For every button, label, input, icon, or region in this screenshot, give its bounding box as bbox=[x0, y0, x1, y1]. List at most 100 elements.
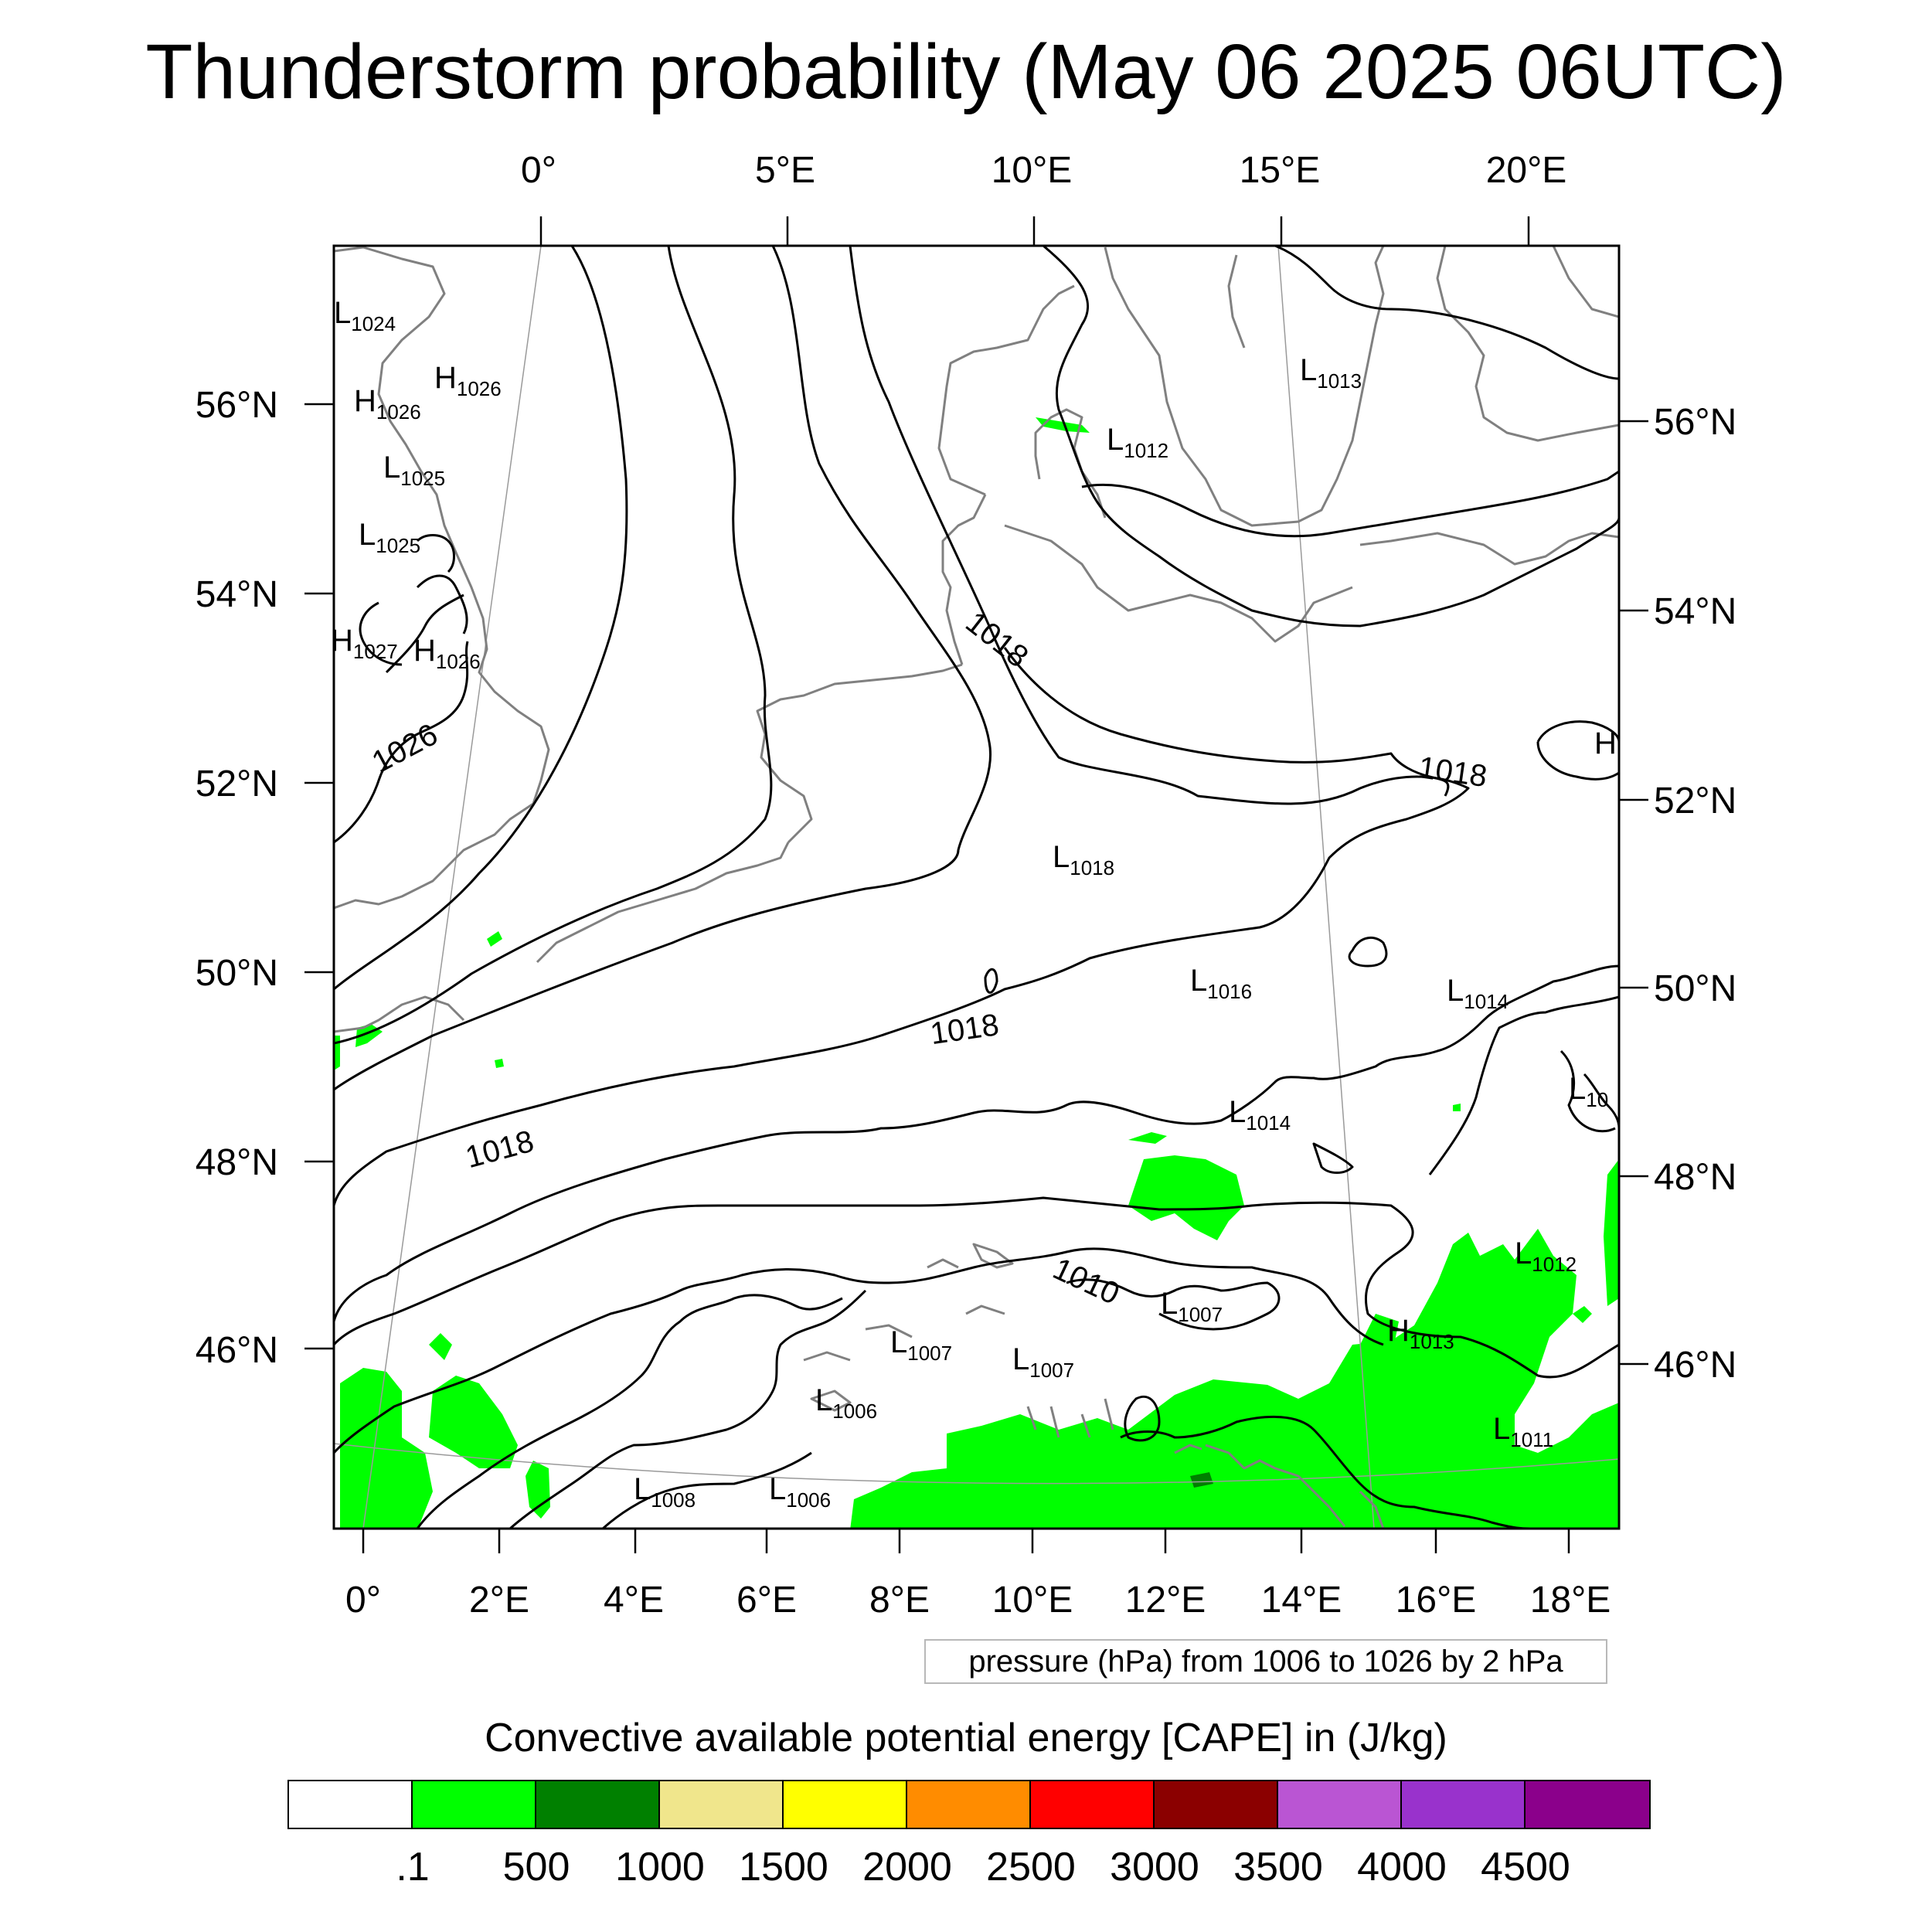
coast-latvia bbox=[1436, 246, 1619, 442]
colorbar-swatch bbox=[660, 1781, 784, 1828]
map-title: Thunderstorm probability (May 06 2025 06… bbox=[145, 29, 1787, 115]
coast-lake-constance bbox=[972, 1243, 1014, 1269]
cape-dark-patch bbox=[1190, 1472, 1213, 1488]
center-type: L bbox=[1229, 1095, 1246, 1129]
coast-netherlands bbox=[756, 663, 963, 844]
center-value: 1025 bbox=[376, 534, 420, 557]
center-value: 1026 bbox=[457, 377, 502, 400]
right-lat-label: 48°N bbox=[1654, 1157, 1736, 1198]
bottom-lon-label: 14°E bbox=[1261, 1580, 1342, 1621]
pressure-center: L1012 bbox=[1515, 1236, 1577, 1276]
colorbar-swatch bbox=[907, 1781, 1031, 1828]
left-latitude-labels: 56°N 54°N 52°N 50°N 48°N 46°N bbox=[196, 385, 278, 1371]
pressure-center: L10 bbox=[1569, 1072, 1608, 1111]
pressure-center: L1006 bbox=[815, 1383, 877, 1423]
center-type: H bbox=[413, 634, 436, 668]
colorbar-tick: 4000 bbox=[1357, 1845, 1447, 1889]
pressure-center: L1007 bbox=[1012, 1342, 1074, 1382]
center-value: 1007 bbox=[1029, 1359, 1074, 1382]
pressure-center: L1025 bbox=[359, 518, 420, 557]
bottom-lon-label: 0° bbox=[345, 1580, 381, 1621]
colorbar-tick: 2000 bbox=[862, 1845, 952, 1889]
left-lat-label: 46°N bbox=[196, 1330, 278, 1371]
coast-sweden-south bbox=[1104, 246, 1385, 527]
center-value: 1012 bbox=[1532, 1253, 1577, 1276]
coast-lakes-italy bbox=[1026, 1398, 1114, 1438]
axis-ticks bbox=[304, 216, 1648, 1553]
colorbar-swatch bbox=[784, 1781, 907, 1828]
coast-italy-north bbox=[1174, 1444, 1202, 1454]
right-lat-label: 56°N bbox=[1654, 402, 1736, 443]
left-lat-label: 50°N bbox=[196, 953, 278, 994]
cape-area-dot1 bbox=[487, 931, 502, 947]
center-value: 1026 bbox=[436, 650, 481, 673]
center-value: 1012 bbox=[1124, 439, 1168, 462]
bottom-lon-label: 12°E bbox=[1125, 1580, 1206, 1621]
cape-area-west4 bbox=[429, 1333, 452, 1360]
center-value: 1027 bbox=[353, 640, 398, 663]
bottom-lon-label: 6°E bbox=[736, 1580, 797, 1621]
center-type: L bbox=[815, 1383, 832, 1417]
coast-germany-baltic bbox=[1004, 524, 1353, 643]
center-type: L bbox=[359, 518, 376, 552]
center-type: L bbox=[1493, 1412, 1510, 1446]
bottom-lon-label: 8°E bbox=[869, 1580, 930, 1621]
top-lon-label: 0° bbox=[521, 150, 556, 191]
cape-area-denmark bbox=[1036, 417, 1090, 433]
colorbar-tick: 1500 bbox=[739, 1845, 828, 1889]
colorbar-swatch bbox=[413, 1781, 536, 1828]
center-type: L bbox=[1515, 1236, 1532, 1270]
pressure-center: H1027 bbox=[331, 624, 398, 663]
pressure-center: L1008 bbox=[634, 1472, 696, 1512]
colorbar-swatch bbox=[1278, 1781, 1402, 1828]
colorbar-swatch bbox=[536, 1781, 660, 1828]
right-lat-label: 46°N bbox=[1654, 1345, 1736, 1386]
center-value: 1014 bbox=[1464, 990, 1509, 1013]
colorbar-tick: 500 bbox=[502, 1845, 570, 1889]
center-type: L bbox=[890, 1325, 907, 1359]
center-value: 1024 bbox=[351, 312, 396, 335]
cape-area-hungary bbox=[1573, 1306, 1592, 1323]
center-value: 1026 bbox=[376, 400, 421, 423]
colorbar bbox=[287, 1780, 1651, 1829]
center-type: L bbox=[1161, 1287, 1178, 1321]
right-lat-label: 50°N bbox=[1654, 968, 1736, 1009]
pressure-center: L1011 bbox=[1493, 1412, 1553, 1451]
isobar-label: 1010 bbox=[1048, 1251, 1124, 1311]
top-lon-label: 20°E bbox=[1486, 150, 1567, 191]
coastlines bbox=[334, 246, 1619, 1529]
isobar-label: 1018 bbox=[959, 605, 1034, 674]
colorbar-swatch bbox=[1155, 1781, 1278, 1828]
pressure-center: L1006 bbox=[769, 1472, 831, 1512]
isobar-label: 1018 bbox=[462, 1124, 537, 1175]
pressure-center: H1026 bbox=[434, 361, 502, 400]
center-type: L bbox=[334, 296, 351, 330]
isobars bbox=[334, 246, 1619, 1529]
center-value: 1007 bbox=[1178, 1303, 1223, 1326]
top-lon-label: 15°E bbox=[1240, 150, 1321, 191]
pressure-center: L1016 bbox=[1190, 964, 1252, 1003]
center-type: L bbox=[1012, 1342, 1029, 1376]
center-value: 1007 bbox=[907, 1342, 952, 1365]
pressure-center: L1025 bbox=[383, 451, 445, 490]
contour-info-box: pressure (hPa) from 1006 to 1026 by 2 hP… bbox=[924, 1639, 1607, 1684]
pressure-center: L1007 bbox=[1161, 1287, 1223, 1326]
center-value: 1013 bbox=[1410, 1330, 1454, 1353]
cape-area-west bbox=[340, 1368, 433, 1529]
coast-france bbox=[536, 842, 790, 964]
center-value: 10 bbox=[1586, 1088, 1608, 1111]
bottom-lon-label: 10°E bbox=[992, 1580, 1073, 1621]
cape-area-czech-top bbox=[1128, 1132, 1167, 1144]
bottom-lon-label: 18°E bbox=[1530, 1580, 1611, 1621]
pressure-center: H1013 bbox=[1387, 1314, 1454, 1353]
center-type: H bbox=[331, 624, 353, 658]
colorbar-tick: 3000 bbox=[1110, 1845, 1199, 1889]
left-lat-label: 52°N bbox=[196, 764, 278, 804]
coast-jutland-east bbox=[1034, 408, 1107, 519]
pressure-center: H bbox=[1594, 726, 1617, 760]
colorbar-swatch bbox=[1526, 1781, 1649, 1828]
top-lon-label: 5°E bbox=[755, 150, 815, 191]
center-type: L bbox=[383, 451, 400, 485]
isobar-label: 1018 bbox=[928, 1008, 1001, 1051]
left-lat-label: 54°N bbox=[196, 574, 278, 615]
